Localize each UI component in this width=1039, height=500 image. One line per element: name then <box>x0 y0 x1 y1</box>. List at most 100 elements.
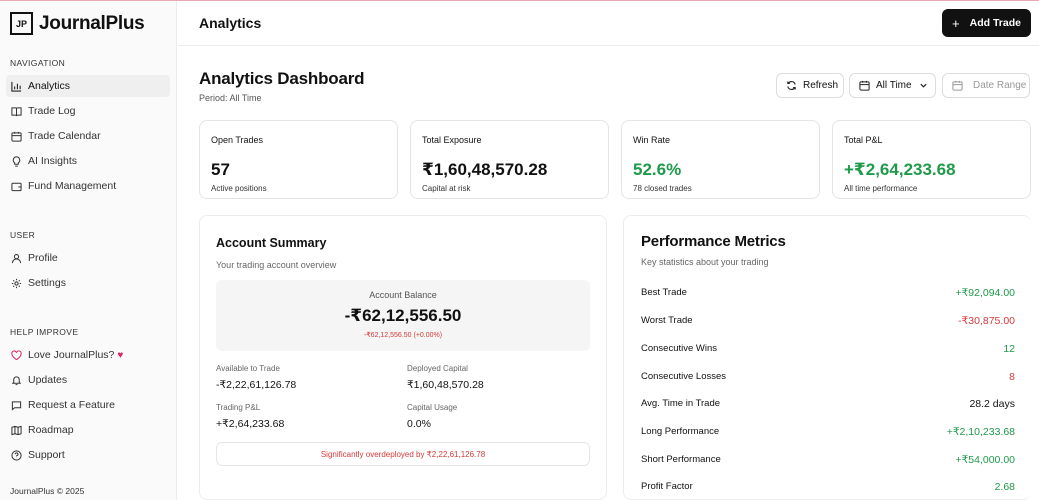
metric-value: 2.68 <box>994 481 1015 493</box>
date-range-picker[interactable]: Date Range <box>942 73 1030 98</box>
metric-value: +₹54,000.00 <box>955 454 1015 466</box>
metric-label: Avg. Time in Trade <box>641 398 721 409</box>
performance-metrics-card: Performance Metrics Key statistics about… <box>623 215 1031 500</box>
stat-value: +₹2,64,233.68 <box>844 160 956 179</box>
sidebar-item-analytics[interactable]: Analytics <box>6 75 170 97</box>
performance-title: Performance Metrics <box>641 233 786 250</box>
stat-label: Total Exposure <box>422 135 482 145</box>
help-circle-icon <box>11 449 22 461</box>
metric-row: Worst Trade -₹30,875.00 <box>641 315 1015 329</box>
copyright: JournalPlus © 2025 <box>10 486 85 496</box>
dashboard-title: Analytics Dashboard <box>199 69 365 88</box>
stat-card-win-rate: Win Rate 52.6% 78 closed trades <box>621 120 820 199</box>
balance-value: -₹62,12,556.50 <box>344 306 462 325</box>
metric-row: Profit Factor 2.68 <box>641 481 1015 495</box>
pnl-label: Trading P&L <box>216 403 261 412</box>
section-user: USER <box>10 230 36 240</box>
metric-label: Consecutive Wins <box>641 343 718 354</box>
stat-label: Win Rate <box>633 135 671 145</box>
metric-label: Consecutive Losses <box>641 371 727 382</box>
sidebar-item-fund-management[interactable]: Fund Management <box>6 175 170 197</box>
section-help-improve: HELP IMPROVE <box>10 327 79 337</box>
sidebar-item-label: Profile <box>28 252 58 264</box>
gear-icon <box>11 278 22 288</box>
usage-value: 0.0% <box>407 418 431 430</box>
sidebar-item-trade-calendar[interactable]: Trade Calendar <box>6 125 170 147</box>
metric-label: Best Trade <box>641 287 687 298</box>
account-summary-subtitle: Your trading account overview <box>216 260 337 270</box>
top-header: Analytics + Add Trade <box>178 1 1039 46</box>
add-trade-label: Add Trade <box>969 17 1021 29</box>
stat-subtitle: All time performance <box>844 184 918 193</box>
sidebar: JP JournalPlus NAVIGATION Analytics Trad… <box>0 1 177 500</box>
map-icon <box>11 425 22 435</box>
message-icon <box>11 400 22 411</box>
sidebar-item-support[interactable]: Support <box>6 444 170 466</box>
metric-label: Short Performance <box>641 454 721 465</box>
sidebar-item-label: Updates <box>28 374 68 386</box>
stat-label: Open Trades <box>211 135 264 145</box>
metric-row: Best Trade +₹92,094.00 <box>641 287 1015 301</box>
metric-row: Consecutive Losses 8 <box>641 371 1015 385</box>
metric-label: Worst Trade <box>641 315 693 326</box>
stat-label: Total P&L <box>844 135 883 145</box>
stat-card-open-trades: Open Trades 57 Active positions <box>199 120 398 199</box>
sidebar-item-label: Request a Feature <box>28 399 115 411</box>
stat-value: 52.6% <box>633 160 682 179</box>
section-navigation: NAVIGATION <box>10 58 66 68</box>
logo-text: JournalPlus <box>39 12 145 34</box>
dashboard-period: Period: All Time <box>199 93 262 103</box>
sidebar-item-profile[interactable]: Profile <box>6 247 170 269</box>
chevron-down-icon <box>919 83 927 88</box>
sidebar-item-label: Roadmap <box>28 424 74 436</box>
sidebar-item-label: AI Insights <box>28 155 78 167</box>
stat-subtitle: Active positions <box>211 184 267 193</box>
add-trade-button[interactable]: + Add Trade <box>942 9 1031 37</box>
metric-value: 8 <box>1009 371 1015 383</box>
sidebar-item-ai-insights[interactable]: AI Insights <box>6 150 170 172</box>
pnl-value: +₹2,64,233.68 <box>216 418 285 430</box>
refresh-label: Refresh <box>803 80 839 91</box>
calendar-icon <box>952 80 963 91</box>
date-range-placeholder: Date Range <box>973 80 1027 91</box>
metric-value: 12 <box>1003 343 1015 355</box>
metric-row: Avg. Time in Trade 28.2 days <box>641 398 1015 412</box>
metric-label: Profit Factor <box>641 481 693 492</box>
sidebar-item-roadmap[interactable]: Roadmap <box>6 419 170 441</box>
stat-card-total-exposure: Total Exposure ₹1,60,48,570.28 Capital a… <box>410 120 609 199</box>
sidebar-item-label: Trade Log <box>28 105 76 117</box>
sidebar-item-love-journalplus[interactable]: Love JournalPlus? ♥ <box>6 344 170 366</box>
logo[interactable]: JP JournalPlus <box>10 12 145 35</box>
metric-label: Long Performance <box>641 426 720 437</box>
page-title: Analytics <box>199 15 262 31</box>
bar-chart-icon <box>11 81 22 92</box>
sidebar-item-label: Support <box>28 449 65 461</box>
available-value: -₹2,22,61,126.78 <box>216 379 297 391</box>
metric-value: 28.2 days <box>969 398 1015 410</box>
sidebar-item-label: Settings <box>28 277 66 289</box>
stat-value: 57 <box>211 160 230 179</box>
sidebar-item-label: Trade Calendar <box>28 130 101 142</box>
sidebar-item-updates[interactable]: Updates <box>6 369 170 391</box>
metric-value: +₹92,094.00 <box>955 287 1015 299</box>
time-filter-select[interactable]: All Time <box>849 73 936 98</box>
plus-icon: + <box>952 15 960 31</box>
available-label: Available to Trade <box>216 364 280 373</box>
lightbulb-icon <box>12 155 21 167</box>
stat-subtitle: Capital at risk <box>422 184 471 193</box>
sidebar-item-trade-log[interactable]: Trade Log <box>6 100 170 122</box>
deployed-value: ₹1,60,48,570.28 <box>407 379 484 391</box>
metric-value: +₹2,10,233.68 <box>946 426 1015 438</box>
sidebar-item-request-feature[interactable]: Request a Feature <box>6 394 170 416</box>
heart-outline-icon <box>11 350 22 360</box>
account-balance-box: Account Balance -₹62,12,556.50 -₹62,12,5… <box>216 280 590 351</box>
sidebar-item-settings[interactable]: Settings <box>6 272 170 294</box>
heart-icon: ♥ <box>117 349 124 361</box>
stat-value: ₹1,60,48,570.28 <box>422 160 548 179</box>
metric-row: Consecutive Wins 12 <box>641 343 1015 357</box>
refresh-button[interactable]: Refresh <box>776 73 844 98</box>
time-filter-value: All Time <box>876 80 912 91</box>
calendar-icon <box>859 80 870 91</box>
stat-card-total-pnl: Total P&L +₹2,64,233.68 All time perform… <box>832 120 1031 199</box>
sidebar-item-label: Love JournalPlus? <box>28 349 115 361</box>
